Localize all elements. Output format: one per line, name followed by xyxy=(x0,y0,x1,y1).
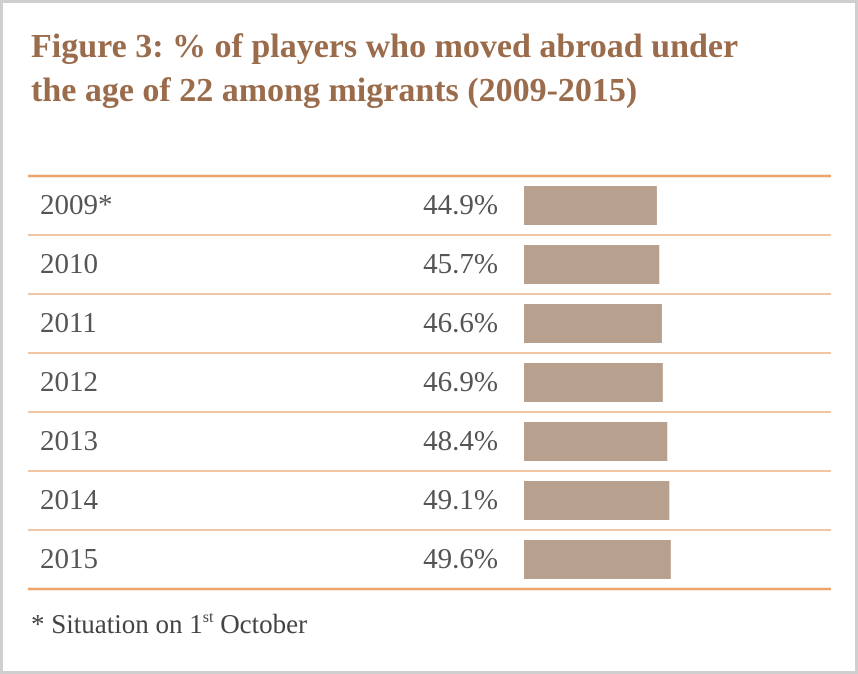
bar xyxy=(524,304,662,343)
bar xyxy=(524,363,663,402)
value-label: 49.6% xyxy=(423,543,498,575)
value-label: 46.9% xyxy=(423,366,498,398)
bar xyxy=(524,481,670,520)
value-label: 45.7% xyxy=(423,248,498,280)
category-label: 2013 xyxy=(40,425,98,457)
value-label: 44.9% xyxy=(423,189,498,221)
bar xyxy=(524,422,668,461)
category-label: 2015 xyxy=(40,543,98,575)
footnote-superscript: st xyxy=(202,609,214,626)
value-label: 46.6% xyxy=(423,307,498,339)
category-label: 2009* xyxy=(40,189,113,221)
value-label: 48.4% xyxy=(423,425,498,457)
category-label: 2014 xyxy=(40,484,99,516)
category-label: 2012 xyxy=(40,366,98,398)
chart-title: Figure 3: % of players who moved abroad … xyxy=(31,28,738,109)
value-label: 49.1% xyxy=(423,484,498,516)
footnote: * Situation on 1st October xyxy=(31,609,307,640)
category-label: 2011 xyxy=(40,307,97,339)
footnote-text: October xyxy=(213,609,308,639)
bar xyxy=(524,186,657,225)
bar xyxy=(524,245,660,284)
category-label: 2010 xyxy=(40,248,98,280)
footnote-text: * Situation on 1 xyxy=(31,609,203,639)
bar xyxy=(524,540,671,579)
